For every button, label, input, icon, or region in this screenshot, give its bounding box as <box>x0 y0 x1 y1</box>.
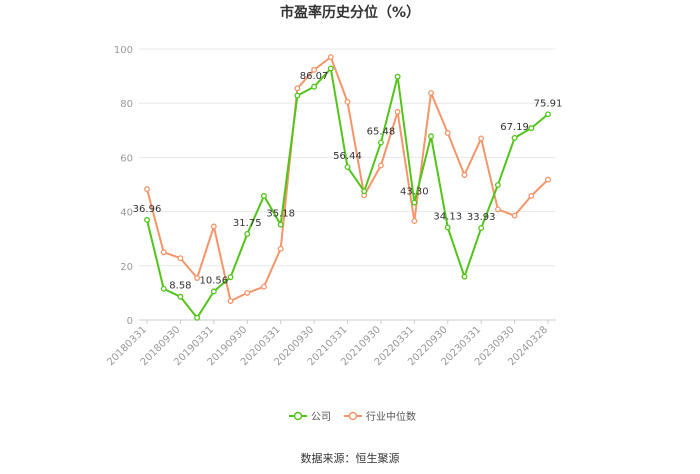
data-point <box>210 223 217 230</box>
data-point <box>545 176 551 183</box>
data-point <box>327 54 334 61</box>
data-point <box>461 172 468 178</box>
data-point <box>261 283 267 290</box>
data-point <box>261 192 267 199</box>
data-point <box>428 133 434 140</box>
y-tick-label: 80 <box>120 99 133 110</box>
data-point <box>494 182 501 188</box>
data-label: 34.13 <box>433 212 462 223</box>
data-point <box>394 108 401 115</box>
data-point <box>327 65 334 72</box>
data-label: 65.48 <box>367 127 396 138</box>
data-point <box>444 130 451 136</box>
data-point <box>311 66 318 73</box>
y-axis: 0 20 40 60 80 100 <box>114 45 133 327</box>
data-point <box>244 231 251 237</box>
data-point <box>361 188 368 195</box>
data-point <box>377 162 384 169</box>
legend-label: 行业中位数 <box>366 410 416 423</box>
data-point <box>144 186 150 193</box>
data-point <box>494 206 501 213</box>
data-point <box>144 216 150 223</box>
data-point <box>160 285 167 292</box>
legend[interactable]: 公司 行业中位数 <box>289 410 416 423</box>
data-point <box>511 134 518 141</box>
source-note: 数据来源：恒生聚源 <box>301 451 400 465</box>
data-point <box>311 83 318 90</box>
data-label: 33.93 <box>467 212 496 223</box>
x-axis: 2018033120180930201903312019093020200331… <box>105 320 550 368</box>
series-line <box>146 56 549 303</box>
data-point <box>344 98 351 105</box>
legend-label: 公司 <box>311 412 331 423</box>
data-point <box>177 255 184 262</box>
data-label: 67.19 <box>500 122 529 133</box>
legend-swatch-marker <box>348 411 358 421</box>
data-point <box>528 192 535 199</box>
data-point <box>444 224 451 231</box>
data-point <box>294 92 301 99</box>
series-layer <box>144 54 551 321</box>
data-point <box>277 221 284 228</box>
data-label: 86.07 <box>300 71 329 82</box>
data-point <box>545 111 551 118</box>
y-tick-label: 0 <box>127 316 133 327</box>
data-point <box>227 298 234 304</box>
y-tick-label: 20 <box>120 262 133 273</box>
y-tick-label: 100 <box>114 45 133 56</box>
data-label: 75.91 <box>534 98 563 109</box>
data-point <box>210 288 217 295</box>
data-label: 8.58 <box>169 281 191 292</box>
legend-swatch-marker <box>293 411 303 421</box>
data-point <box>394 73 401 80</box>
data-point <box>528 125 535 132</box>
data-point <box>344 164 351 170</box>
data-label: 35.18 <box>266 209 295 220</box>
data-point <box>294 85 301 92</box>
data-label: 10.56 <box>200 275 229 286</box>
data-point <box>177 293 184 300</box>
data-point <box>377 139 384 146</box>
data-point <box>428 89 434 96</box>
data-point <box>478 225 485 231</box>
data-point <box>277 245 284 252</box>
data-point <box>411 199 418 206</box>
data-point <box>194 275 201 281</box>
data-point <box>461 273 468 280</box>
y-tick-label: 40 <box>120 208 133 219</box>
data-label: 43.30 <box>400 187 429 198</box>
data-point <box>244 289 251 296</box>
y-tick-label: 60 <box>120 153 133 164</box>
data-point <box>227 274 234 281</box>
data-point <box>160 249 167 256</box>
data-label: 36.96 <box>133 204 162 215</box>
data-point <box>511 212 518 219</box>
chart-title: 市盈率历史分位（%） <box>280 4 420 21</box>
data-labels: 36.96 8.58 10.56 31.75 35.18 86.07 56.44 65.48 4… <box>133 71 563 292</box>
data-label: 31.75 <box>233 218 262 229</box>
data-point <box>194 314 201 321</box>
data-point <box>478 135 485 142</box>
data-point <box>411 218 418 225</box>
data-label: 56.44 <box>333 151 362 162</box>
